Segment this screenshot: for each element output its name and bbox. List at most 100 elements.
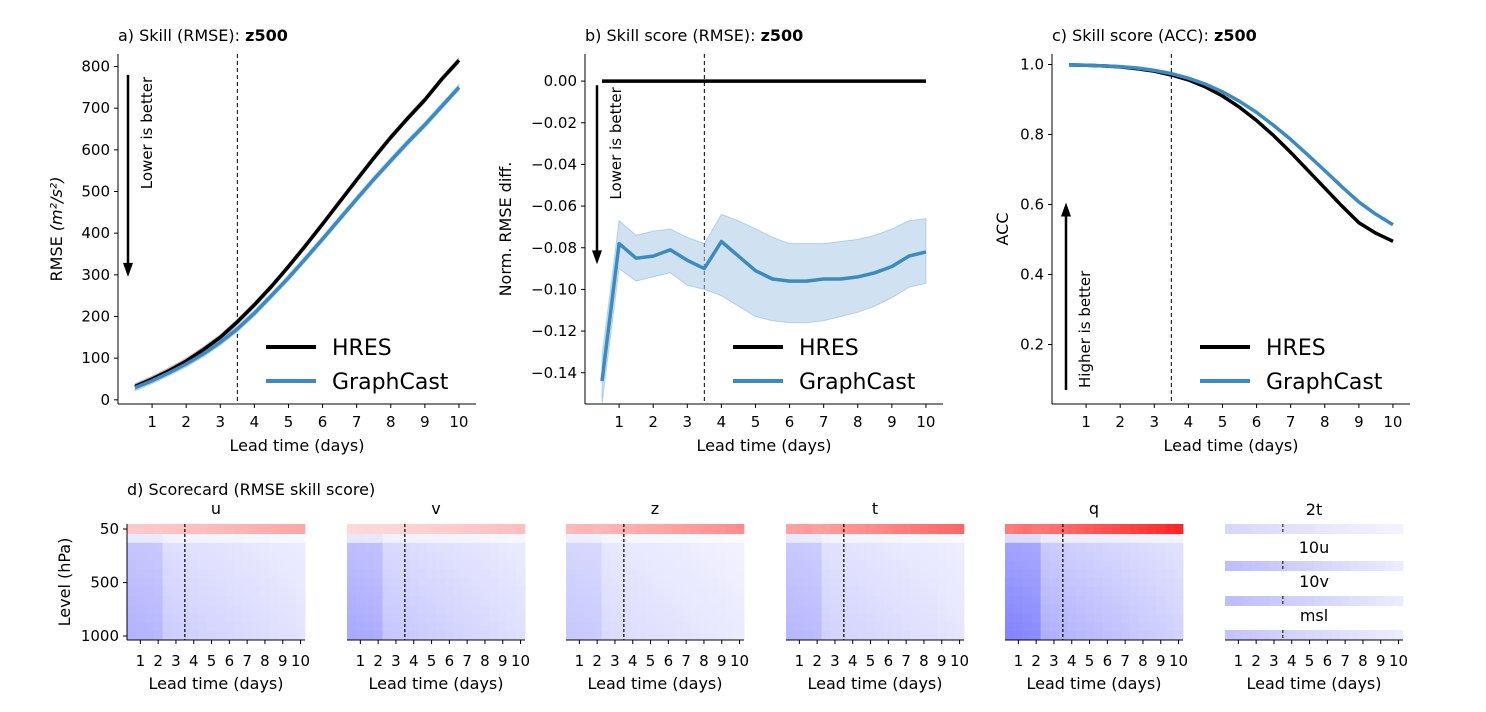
scorecard-cell — [830, 604, 840, 614]
scorecard-cell — [1049, 578, 1059, 588]
scorecard-cell — [1174, 604, 1184, 614]
scorecard-cell — [1174, 569, 1184, 579]
scorecard-cell — [127, 524, 137, 535]
scorecard-cell — [786, 569, 796, 579]
scorecard-cell — [803, 578, 814, 588]
scorecard-cell — [794, 578, 805, 588]
scorecard-cell — [663, 534, 674, 544]
scorecard-cell — [153, 604, 163, 614]
scorecard-cell — [610, 560, 620, 570]
scorecard-cell — [637, 524, 647, 535]
scorecard-cell — [910, 524, 920, 535]
scorecard-cell — [803, 560, 814, 570]
scorecard-cell — [1031, 613, 1041, 623]
x-tick-label: 3 — [1269, 652, 1279, 670]
scorecard-cell — [1049, 560, 1059, 570]
scorecard-cell — [1040, 551, 1050, 561]
x-tick-label: 5 — [751, 413, 761, 431]
scorecard-cell — [592, 622, 602, 632]
x-tick-label: 9 — [1354, 413, 1364, 431]
scorecard-cell — [919, 595, 929, 606]
scorecard-cell — [681, 569, 691, 579]
scorecard-cell — [708, 560, 718, 570]
scorecard-cell — [1269, 524, 1279, 534]
scorecard-cell — [480, 595, 490, 606]
y-tick-label: 50 — [100, 520, 119, 538]
scorecard-cell — [717, 524, 727, 535]
scorecard-cell — [409, 542, 419, 553]
scorecard-cell — [574, 551, 585, 561]
y-tick-label: 1000 — [81, 627, 119, 645]
scorecard-cell — [269, 534, 279, 544]
scorecard-cell — [373, 595, 383, 606]
scorecard-cell — [786, 534, 796, 544]
scorecard-cell — [409, 587, 419, 597]
scorecard-cell — [1031, 631, 1041, 641]
scorecard-cell — [812, 631, 822, 641]
scorecard-cell — [821, 551, 831, 561]
scorecard-cell — [1022, 578, 1033, 588]
scorecard-cell — [162, 524, 172, 535]
scorecard-cell — [391, 524, 401, 535]
scorecard-cell — [480, 560, 490, 570]
scorecard-cell — [646, 604, 656, 614]
scorecard-cell — [391, 560, 401, 570]
scorecard-cell — [919, 587, 929, 597]
scorecard-cell — [672, 604, 683, 614]
scorecard-cell — [610, 578, 620, 588]
scorecard-cell — [444, 542, 455, 553]
scorecard-cell — [498, 578, 508, 588]
scorecard-cell — [489, 595, 499, 606]
scorecard-cell — [144, 534, 155, 544]
scorecard-cell — [1085, 587, 1095, 597]
scorecard-cell — [830, 542, 840, 553]
scorecard-cell — [1138, 569, 1148, 579]
scorecard-cell — [681, 542, 691, 553]
scorecard-cell — [1022, 604, 1033, 614]
scorecard-cell — [803, 604, 814, 614]
scorecard-cell — [516, 604, 526, 614]
scorecard-cell — [735, 587, 745, 597]
scorecard-cell — [1085, 534, 1095, 544]
annotation-arrowhead — [592, 250, 602, 265]
scorecard-cell — [1085, 622, 1095, 632]
scorecard-cell — [278, 613, 288, 623]
scorecard-cell — [875, 569, 885, 579]
scorecard-cell — [892, 622, 903, 632]
scorecard-cell — [171, 534, 181, 544]
x-tick-label: 2 — [1251, 652, 1261, 670]
scorecard-cell — [830, 578, 840, 588]
scorecard-cell — [127, 542, 137, 553]
scorecard-cell — [216, 560, 226, 570]
scorecard-cell — [251, 613, 261, 623]
scorecard-cell — [892, 542, 903, 553]
scorecard-cell — [498, 631, 508, 641]
scorecard-cell — [269, 551, 279, 561]
scorecard-cell — [1138, 613, 1148, 623]
y-tick-label: −0.04 — [531, 155, 577, 173]
scorecard-cell — [892, 587, 903, 597]
scorecard-cell — [690, 578, 700, 588]
scorecard-cell — [198, 542, 208, 553]
scorecard-cell — [507, 595, 517, 606]
scorecard-cell — [287, 604, 297, 614]
scorecard-cell — [1260, 561, 1270, 571]
scorecard-cell — [189, 560, 199, 570]
scorecard-cell — [857, 524, 867, 535]
scorecard-cell — [373, 542, 383, 553]
scorecard-cell — [821, 631, 831, 641]
scorecard-cell — [883, 587, 894, 597]
scorecard-cell — [646, 631, 656, 641]
scorecard-cell — [347, 631, 357, 641]
scorecard-cell — [937, 604, 947, 614]
scorecard-cell — [866, 595, 876, 606]
scorecard-cell — [444, 613, 455, 623]
scorecard-cell — [803, 595, 814, 606]
scorecard-cell — [883, 631, 894, 641]
scorecard-cell — [1120, 560, 1130, 570]
scorecard-cell — [866, 613, 876, 623]
scorecard-cell — [655, 622, 665, 632]
scorecard-cell — [427, 560, 437, 570]
scorecard-cell — [574, 560, 585, 570]
scorecard-cell — [278, 587, 288, 597]
